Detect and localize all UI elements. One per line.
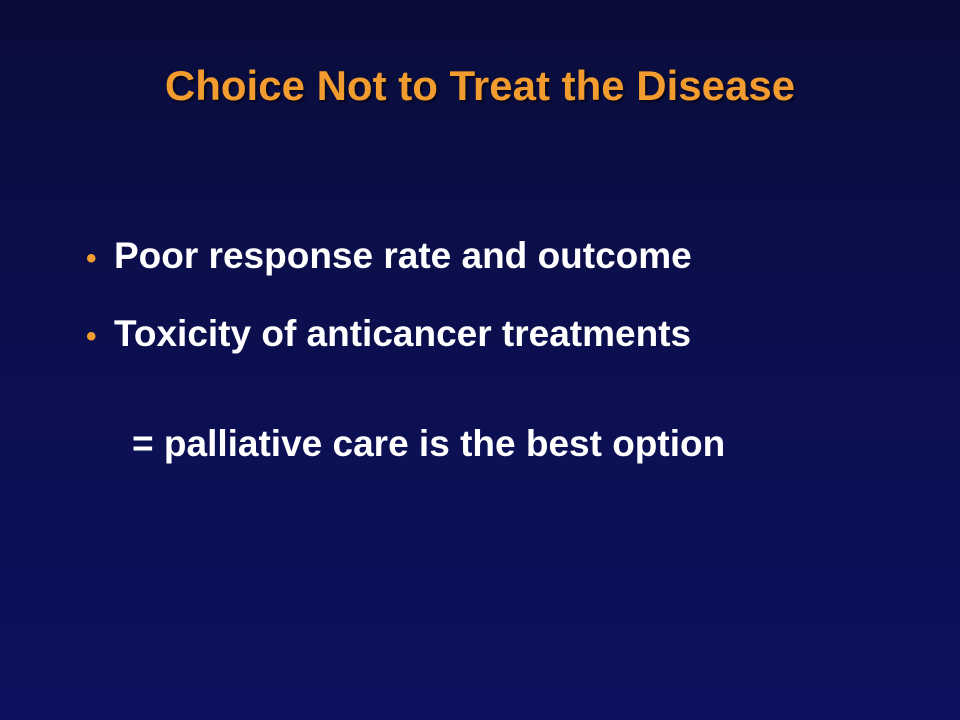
bullet-marker: • xyxy=(86,242,97,275)
bullet-item: • Poor response rate and outcome xyxy=(86,228,692,306)
bullet-marker: • xyxy=(86,320,97,353)
bullet-item: • Toxicity of anticancer treatments xyxy=(86,306,692,384)
slide-title: Choice Not to Treat the Disease xyxy=(164,62,796,109)
conclusion-text: = palliative care is the best option xyxy=(132,423,726,464)
bullet-list: • Poor response rate and outcome • Toxic… xyxy=(86,228,692,384)
bullet-text: Toxicity of anticancer treatments xyxy=(114,313,692,354)
bullet-text: Poor response rate and outcome xyxy=(114,235,692,276)
